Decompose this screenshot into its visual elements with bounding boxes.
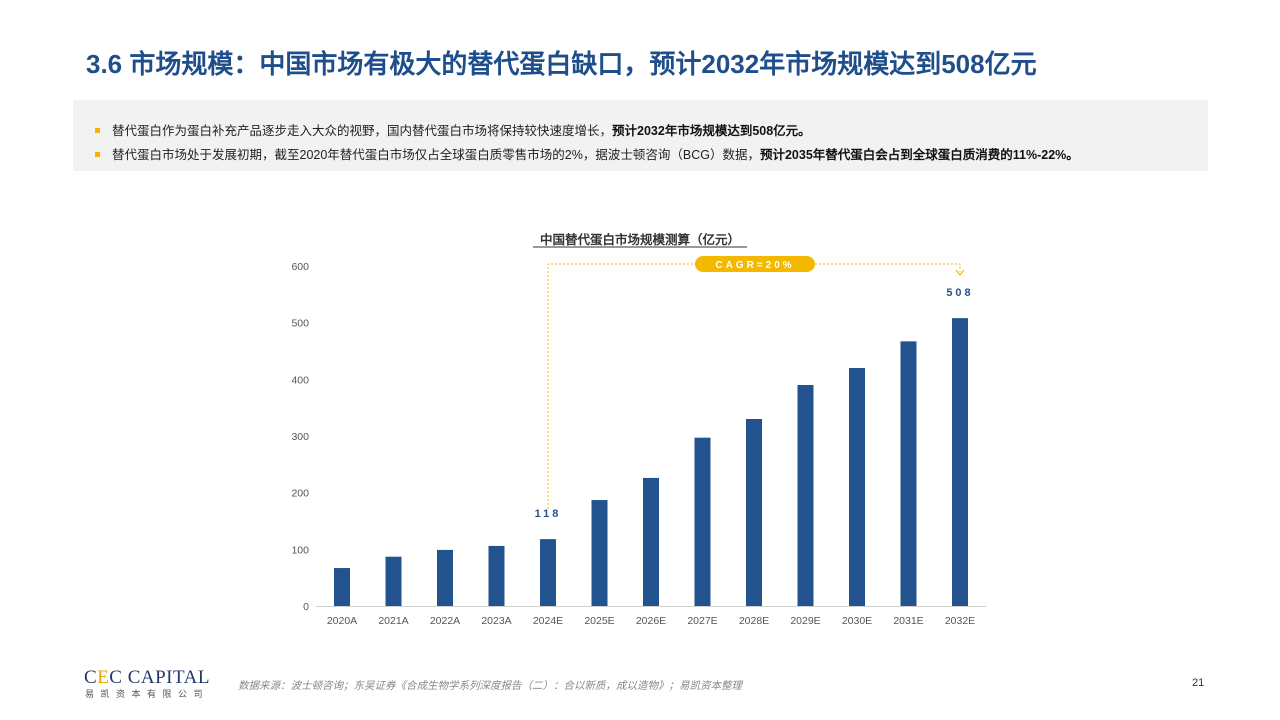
cagr-pill: [695, 256, 815, 272]
y-tick-label: 300: [291, 431, 309, 443]
bar: [385, 556, 402, 606]
bar: [437, 549, 453, 606]
x-tick-label: 2023A: [481, 615, 511, 627]
x-tick-label: 2032E: [945, 615, 975, 627]
page-number: 21: [1192, 677, 1205, 689]
summary-box: 替代蛋白作为蛋白补充产品逐步走入大众的视野，国内替代蛋白市场将保持较快速度增长，…: [73, 100, 1208, 171]
bullet-text: 替代蛋白作为蛋白补充产品逐步走入大众的视野，国内替代蛋白市场将保持较快速度增长，: [112, 124, 613, 138]
x-tick-label: 2020A: [327, 615, 357, 627]
x-tick-label: 2031E: [893, 615, 923, 627]
y-tick-label: 600: [291, 261, 309, 273]
bar: [591, 500, 608, 606]
bullet-bold-text: 预计2032年市场规模达到508亿元。: [612, 124, 811, 138]
x-tick-label: 2025E: [584, 615, 614, 627]
data-source-note: 数据来源：波士顿咨询；东吴证券《合成生物学系列深度报告（二）：合以新质，成以造物…: [238, 680, 742, 692]
bullet-bold-text: 预计2035年替代蛋白会占到全球蛋白质消费的11%-22%。: [759, 148, 1079, 162]
summary-bullet: 替代蛋白作为蛋白补充产品逐步走入大众的视野，国内替代蛋白市场将保持较快速度增长，…: [95, 120, 811, 139]
y-tick-label: 100: [291, 544, 309, 556]
y-tick-label: 200: [291, 488, 309, 500]
x-tick-label: 2028E: [739, 615, 769, 627]
bar: [334, 568, 350, 606]
bar: [488, 545, 505, 606]
x-tick-label: 2027E: [687, 615, 717, 627]
bar: [746, 419, 762, 606]
x-tick-label: 2026E: [636, 615, 666, 627]
y-tick-label: 0: [303, 601, 309, 613]
data-label-2032E: 508: [946, 287, 973, 299]
page-title: 3.6 市场规模：中国市场有极大的替代蛋白缺口，预计2032年市场规模达到508…: [86, 49, 1037, 79]
bar: [952, 318, 968, 606]
y-tick-label: 500: [291, 318, 309, 330]
bar: [849, 368, 865, 606]
company-logo: CEC CAPITAL: [84, 667, 210, 688]
x-tick-label: 2030E: [842, 615, 872, 627]
company-logo-subtitle: 易凯资本有限公司: [85, 690, 210, 700]
x-tick-label: 2029E: [790, 615, 820, 627]
cagr-arrow-icon: [955, 269, 965, 276]
x-tick-label: 2022A: [430, 615, 460, 627]
bullet-square-icon: [95, 152, 100, 158]
x-tick-label: 2024E: [533, 615, 563, 627]
cagr-bracket-line: [547, 263, 961, 510]
bar: [694, 437, 711, 606]
bullet-square-icon: [95, 128, 100, 134]
bar: [540, 539, 556, 606]
x-tick-label: 2021A: [378, 615, 408, 627]
summary-bullet: 替代蛋白市场处于发展初期，截至2020年替代蛋白市场仅占全球蛋白质零售市场的2%…: [95, 144, 1079, 163]
bar: [797, 385, 814, 606]
cagr-label: CAGR=20%: [715, 260, 794, 271]
y-tick-label: 400: [291, 374, 309, 386]
chart-title: 中国替代蛋白市场规模测算（亿元）: [540, 232, 740, 247]
bar: [643, 477, 659, 606]
bullet-text: 替代蛋白市场处于发展初期，截至2020年替代蛋白市场仅占全球蛋白质零售市场的2%…: [112, 148, 760, 162]
bar: [900, 341, 917, 606]
data-label-2024E: 118: [535, 508, 562, 520]
